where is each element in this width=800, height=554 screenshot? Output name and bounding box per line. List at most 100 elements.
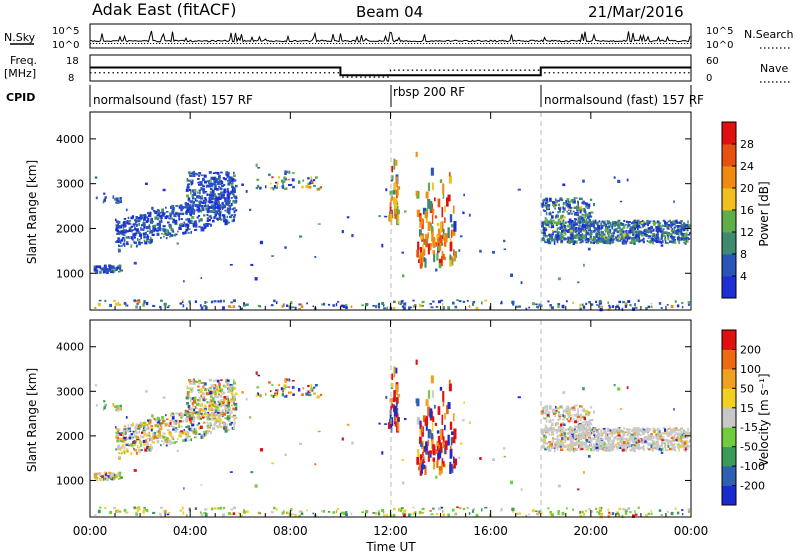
velocity-cell: [578, 423, 581, 426]
power-cell: [208, 179, 212, 182]
velocity-cell: [221, 414, 225, 417]
velocity-cell: [659, 433, 663, 436]
velocity-ytick-label: 3000: [56, 385, 84, 398]
velocity-cell: [167, 429, 170, 431]
power-cell: [187, 228, 191, 230]
power-cell: [185, 188, 189, 192]
power-cell: [571, 220, 574, 223]
velocity-cell: [655, 436, 658, 440]
velocity-cell: [628, 428, 631, 431]
velocity-cell: [607, 445, 610, 449]
power-cell: [576, 235, 579, 238]
velocity-cell: [679, 428, 682, 432]
velocity-cell: [202, 398, 206, 402]
velocity-cell: [626, 440, 629, 443]
velocity-cell: [232, 400, 234, 403]
power-cell: [215, 198, 219, 201]
power-cell: [661, 233, 664, 236]
velocity-cell: [218, 393, 220, 396]
velocity-cell: [166, 422, 169, 426]
velocity-cell: [578, 439, 580, 442]
velocity-cell: [216, 420, 219, 423]
velocity-cell: [548, 405, 552, 409]
power-cell: [226, 198, 230, 201]
velocity-cell: [193, 432, 195, 435]
velocity-cell: [542, 416, 545, 419]
velocity-cell: [622, 508, 625, 511]
power-cell: [115, 241, 117, 244]
power-cell: [674, 241, 677, 244]
power-cell: [598, 300, 602, 304]
velocity-cell: [122, 450, 125, 453]
power-cell: [132, 223, 135, 226]
velocity-cell: [543, 417, 547, 420]
velocity-cell: [575, 404, 578, 407]
velocity-cell: [197, 417, 200, 420]
velocity-cell: [425, 399, 429, 407]
velocity-cell: [233, 386, 237, 390]
power-cell: [427, 243, 430, 255]
velocity-cell: [556, 422, 559, 425]
power-cell: [432, 182, 434, 191]
velocity-cell: [268, 381, 271, 384]
velocity-x-axis: 00:00 04:00 08:00 12:00 16:00 20:00 00:00: [73, 320, 709, 538]
power-cell: [580, 197, 583, 201]
power-cell: [175, 205, 179, 207]
x-tick-label: 16:00: [473, 524, 508, 538]
power-cell: [231, 179, 234, 183]
velocity-cell: [180, 430, 183, 433]
velocity-cell: [452, 508, 455, 512]
velocity-cell: [249, 416, 252, 419]
velocity-cell: [171, 418, 174, 422]
power-cell: [372, 305, 376, 307]
power-cell: [440, 299, 444, 302]
power-cell: [123, 229, 127, 232]
power-cell: [151, 233, 155, 236]
velocity-cell: [424, 446, 427, 450]
velocity-cell: [650, 444, 653, 448]
power-cell: [601, 220, 605, 223]
velocity-cell: [579, 446, 583, 448]
velocity-cell: [284, 385, 287, 389]
velocity-cell: [575, 434, 578, 437]
velocity-cell: [188, 427, 191, 430]
power-cell: [190, 181, 193, 184]
power-cell: [664, 231, 667, 234]
power-cell: [186, 203, 190, 206]
velocity-cell: [218, 405, 222, 408]
velocity-cell: [271, 462, 274, 465]
velocity-cell: [195, 436, 198, 439]
velocity-cell: [179, 411, 183, 415]
power-cell: [587, 247, 591, 251]
power-cell: [656, 233, 659, 236]
power-cell: [143, 239, 146, 242]
power-cell: [435, 242, 438, 247]
power-cell: [189, 189, 192, 192]
x-tick-label: 00:00: [674, 524, 709, 538]
velocity-cell: [117, 444, 120, 449]
velocity-cell: [190, 413, 193, 417]
velocity-cell: [172, 416, 175, 420]
velocity-cell: [672, 448, 675, 451]
power-cell: [616, 240, 620, 243]
power-cell: [170, 206, 173, 210]
power-cell: [437, 246, 439, 257]
velocity-cell: [216, 404, 219, 407]
velocity-cell: [650, 433, 653, 435]
power-cell: [660, 244, 664, 247]
power-cell: [206, 214, 209, 217]
velocity-cell: [651, 433, 653, 437]
velocity-cell: [115, 405, 119, 409]
velocity-cell: [162, 420, 165, 423]
velocity-cell: [105, 473, 108, 476]
power-cell: [581, 226, 584, 231]
power-cell: [186, 179, 190, 182]
power-cell: [122, 236, 125, 240]
power-cell: [398, 300, 401, 304]
power-cell: [122, 224, 125, 228]
velocity-cell: [571, 429, 574, 432]
power-cell: [223, 219, 225, 223]
power-cell: [550, 235, 554, 239]
power-cell: [560, 225, 563, 229]
velocity-cell: [300, 510, 303, 513]
